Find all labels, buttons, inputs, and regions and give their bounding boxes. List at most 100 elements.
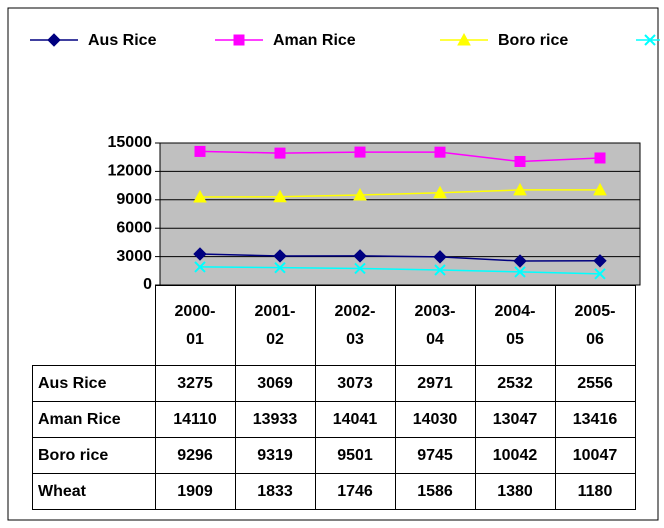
marker-stroke xyxy=(644,34,656,46)
marker-stroke xyxy=(194,261,206,273)
table-value-text: 9745 xyxy=(417,446,453,464)
category-label: 2003-04 xyxy=(394,285,476,366)
table-row: Aus Rice 3275 3069 3073 2971 2532 2556 xyxy=(32,365,636,402)
table-row: Boro rice 9296 9319 9501 9745 10042 10047 xyxy=(32,437,636,474)
table-value-text: 1909 xyxy=(177,482,213,500)
marker-stroke xyxy=(434,264,446,276)
series-name: Aman Rice xyxy=(32,401,156,438)
table-value-text: 14030 xyxy=(412,410,458,428)
table-value-text: 2556 xyxy=(577,374,613,392)
table-value: 2971 xyxy=(394,365,476,402)
table-value-text: 13416 xyxy=(572,410,618,428)
table-value: 14030 xyxy=(394,401,476,438)
series-name-text: Aus Rice xyxy=(38,374,107,392)
marker-stroke xyxy=(594,268,606,280)
table-value-text: 14041 xyxy=(332,410,378,428)
category-label: 2005-06 xyxy=(554,285,636,366)
table-value-text: 1380 xyxy=(497,482,533,500)
table-value: 14041 xyxy=(314,401,396,438)
legend-marker xyxy=(457,32,471,46)
table-value: 1909 xyxy=(154,473,236,510)
marker xyxy=(594,152,606,164)
marker xyxy=(434,264,446,276)
marker xyxy=(193,247,207,261)
plot-area xyxy=(159,142,641,286)
series-line xyxy=(199,266,601,275)
table-value: 1746 xyxy=(314,473,396,510)
table-value-text: 1586 xyxy=(417,482,453,500)
table-value-text: 1833 xyxy=(257,482,293,500)
table-value-text: 9501 xyxy=(337,446,373,464)
series-name-text: Wheat xyxy=(38,482,86,500)
category-label-text: 2003-04 xyxy=(414,302,456,348)
series-name-text: Boro rice xyxy=(38,446,109,464)
category-label: 2000-01 xyxy=(154,285,236,366)
table-value-text: 13047 xyxy=(492,410,538,428)
y-tick-label: 9000 xyxy=(116,191,152,208)
marker-stroke xyxy=(274,261,286,274)
table-value: 3275 xyxy=(154,365,236,402)
y-tick-label: 6000 xyxy=(116,219,152,236)
series-name: Wheat xyxy=(32,473,156,510)
y-tick-label: 15000 xyxy=(108,134,153,151)
marker xyxy=(593,182,607,196)
table-value: 2532 xyxy=(474,365,556,402)
marker xyxy=(354,146,366,158)
legend-label: Aman Rice xyxy=(273,32,356,49)
series-name: Aus Rice xyxy=(32,365,156,402)
table-value: 9319 xyxy=(234,437,316,474)
category-label-text: 2001-02 xyxy=(254,302,296,348)
table-value: 1586 xyxy=(394,473,476,510)
category-label: 2002-03 xyxy=(314,285,396,366)
marker xyxy=(273,189,287,203)
table-value-text: 9319 xyxy=(257,446,293,464)
category-label: 2004-05 xyxy=(474,285,556,366)
marker xyxy=(353,249,367,263)
table-value: 1833 xyxy=(234,473,316,510)
table-header: 2000-01 2001-02 2002-03 2003-04 2004-05 2005-… xyxy=(32,285,636,366)
y-tick-label: 3000 xyxy=(116,248,152,265)
marker xyxy=(513,182,527,196)
series-name: Boro rice xyxy=(32,437,156,474)
category-label-text: 2002-03 xyxy=(334,302,376,348)
table-value-text: 1180 xyxy=(577,482,613,500)
marker xyxy=(434,146,446,158)
marker xyxy=(194,261,206,273)
table-value: 3073 xyxy=(314,365,396,402)
table-value-text: 9296 xyxy=(177,446,213,464)
marker xyxy=(194,145,206,157)
table-value-text: 3073 xyxy=(337,374,373,392)
series-name-text: Aman Rice xyxy=(38,410,121,428)
marker-stroke xyxy=(514,266,526,278)
table-corner xyxy=(32,285,156,366)
table-value: 9745 xyxy=(394,437,476,474)
table-value: 10042 xyxy=(474,437,556,474)
y-tick-label: 12000 xyxy=(108,163,153,180)
table-value: 1380 xyxy=(474,473,556,510)
marker xyxy=(514,266,526,278)
table-value: 3069 xyxy=(234,365,316,402)
table-value: 13933 xyxy=(234,401,316,438)
table-value: 2556 xyxy=(554,365,636,402)
table-value-text: 10042 xyxy=(492,446,538,464)
category-label-text: 2004-05 xyxy=(494,302,536,348)
series-line xyxy=(199,150,601,163)
table-value-text: 10047 xyxy=(572,446,618,464)
category-label-text: 2005-06 xyxy=(574,302,616,348)
table-value: 13047 xyxy=(474,401,556,438)
marker xyxy=(433,250,447,264)
legend-label: Aus Rice xyxy=(88,32,157,49)
marker xyxy=(433,185,447,199)
marker xyxy=(514,155,526,167)
table-value: 10047 xyxy=(554,437,636,474)
table-value-text: 2971 xyxy=(417,374,453,392)
marker xyxy=(193,189,207,203)
table-value: 14110 xyxy=(154,401,236,438)
marker xyxy=(353,188,367,201)
data-table: 2000-01 2001-02 2002-03 2003-04 2004-05 2005-… xyxy=(32,285,636,510)
table-value: 9296 xyxy=(154,437,236,474)
table-value: 13416 xyxy=(554,401,636,438)
marker xyxy=(513,254,527,268)
legend-label: Boro rice xyxy=(498,32,568,49)
